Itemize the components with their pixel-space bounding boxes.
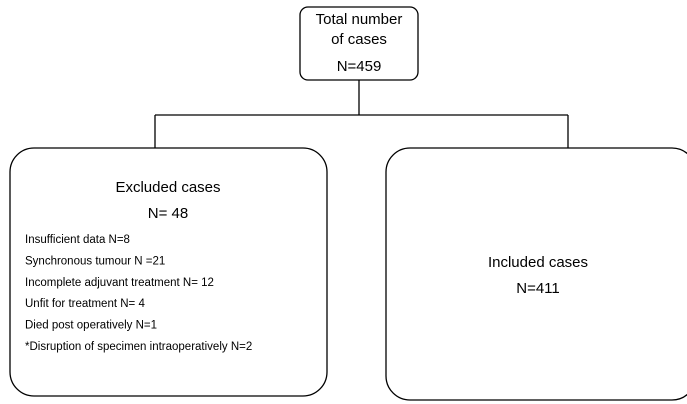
exclusion-item: Died post operatively N=1 [25, 320, 157, 332]
node-count: N= 48 [148, 205, 188, 222]
exclusion-item: *Disruption of specimen intraoperatively… [25, 341, 252, 353]
node-title: of cases [331, 31, 387, 48]
node-title: Excluded cases [115, 179, 220, 196]
exclusion-list: Insufficient data N=8 Synchronous tumour … [25, 234, 252, 353]
exclusion-item: Synchronous tumour N =21 [25, 255, 165, 267]
included-box [385, 147, 687, 401]
node-count: N=411 [516, 280, 560, 297]
exclusion-item: Insufficient data N=8 [25, 234, 130, 246]
connector [154, 80, 569, 148]
node-title: Included cases [488, 254, 588, 271]
exclusion-item: Incomplete adjuvant treatment N= 12 [25, 277, 214, 289]
node-title: Total number [316, 11, 403, 28]
excluded-box [9, 147, 328, 397]
node-count: N=459 [337, 58, 382, 75]
exclusion-item: Unfit for treatment N= 4 [25, 298, 145, 310]
